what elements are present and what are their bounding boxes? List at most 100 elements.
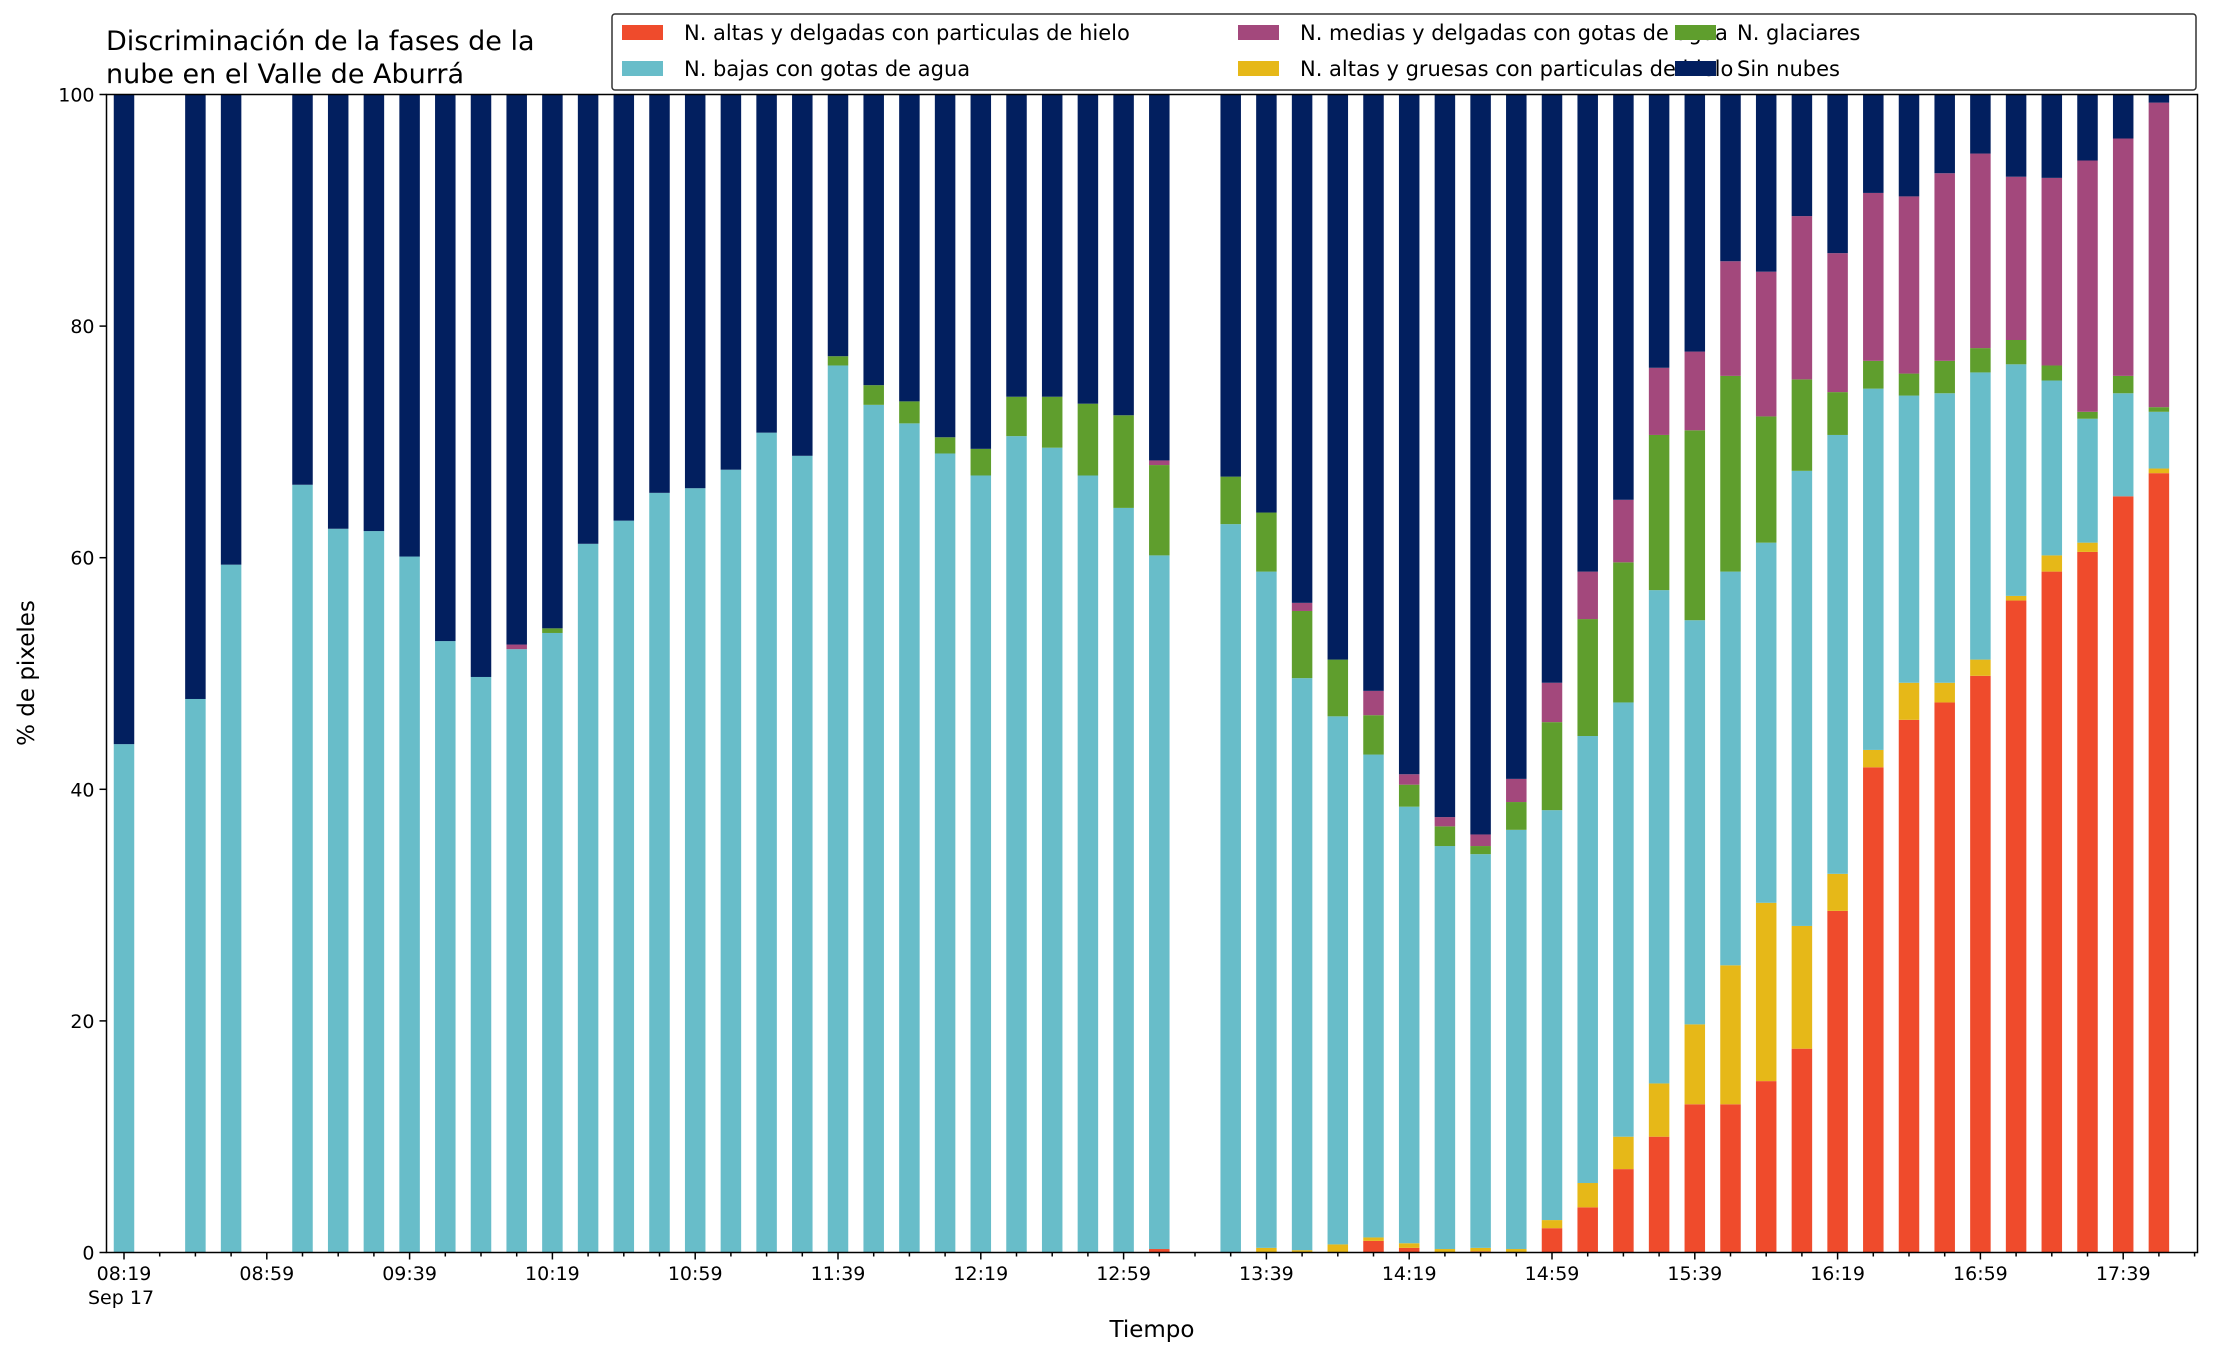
bar-segment (720, 94, 742, 470)
bar-segment (1720, 261, 1741, 376)
bar-segment (2005, 94, 2027, 177)
bar-segment (970, 448, 992, 476)
bar-segment (1934, 393, 1955, 683)
bar-segment (934, 437, 956, 454)
bar-segment (1577, 571, 1598, 620)
bar-segment (2041, 380, 2063, 556)
bar-segment (863, 404, 884, 1253)
legend-swatch (1238, 25, 1279, 40)
legend-swatch (622, 61, 663, 76)
bar-segment (649, 492, 670, 1253)
bar-segment (470, 94, 492, 677)
bar-segment (1791, 216, 1813, 380)
bar-segment (292, 484, 313, 1253)
bar-segment (1470, 854, 1491, 1248)
bar-segment (2148, 94, 2170, 103)
bar-segment (363, 531, 385, 1253)
bar-segment (327, 94, 349, 529)
bar-segment (1041, 396, 1063, 448)
bar-segment (1970, 675, 1991, 1253)
bar-segment (1648, 590, 1670, 1084)
bar-segment (2112, 496, 2134, 1253)
x-tick-label: 17:39 (2096, 1263, 2151, 1285)
bar-segment (1648, 367, 1670, 435)
bar-segment (2112, 94, 2134, 139)
bar-segment (1755, 542, 1777, 903)
bar-segment (1113, 507, 1134, 1253)
bar-segment (1541, 682, 1563, 723)
bar-segment (1934, 94, 1955, 174)
bar-segment (1327, 1244, 1349, 1253)
bar-segment (2041, 571, 2063, 1253)
bar-segment (1934, 173, 1955, 361)
bar-segment (1149, 94, 1170, 461)
bar-segment (684, 94, 706, 489)
bar-segment (934, 94, 956, 438)
y-tick-label: 80 (70, 316, 94, 338)
y-tick-label: 100 (58, 85, 94, 107)
bar-segment (220, 94, 242, 565)
bar-segment (435, 94, 456, 642)
bar-segment (1149, 460, 1170, 466)
bar-segment (1684, 1104, 1706, 1253)
bar-segment (1041, 447, 1063, 1253)
bar-segment (1291, 602, 1313, 611)
bar-segment (399, 94, 420, 557)
y-tick-label: 40 (70, 779, 94, 801)
bar-segment (2005, 600, 2027, 1253)
bar-segment (1434, 826, 1456, 847)
bar-segment (2112, 138, 2134, 376)
bar-segment (2005, 340, 2027, 365)
bar-segment (2041, 365, 2063, 381)
chart-title-line-1: Discriminación de la fases de la (106, 26, 535, 57)
bar-segment (1327, 94, 1349, 660)
bar-segment (899, 423, 920, 1253)
legend-entry-label: N. medias y delgadas con gotas de agua (1300, 21, 1728, 45)
legend-entry-label: Sin nubes (1737, 57, 1840, 81)
bar-segment (1720, 375, 1741, 572)
bar-segment (1970, 153, 1991, 349)
legend-entry-label: N. glaciares (1737, 21, 1860, 45)
legend-swatch (1238, 61, 1279, 76)
legend: N. altas y delgadas con particulas de hi… (611, 13, 2197, 91)
bar-segment (1470, 846, 1491, 855)
x-tick-label: 09:39 (382, 1263, 437, 1285)
bar-segment (2077, 542, 2098, 552)
bar-segment (1684, 1024, 1706, 1105)
bar-segment (1613, 562, 1634, 703)
bar-segment (113, 744, 135, 1253)
bar-segment (1470, 834, 1491, 847)
bar-segment (1755, 271, 1777, 417)
bar-segment (613, 520, 635, 1253)
bar-segment (506, 644, 527, 650)
bar-segment (2148, 102, 2170, 408)
bar-segment (1791, 1048, 1813, 1253)
x-tick-label: 08:59 (239, 1263, 294, 1285)
bar-segment (2041, 94, 2063, 178)
bar-segment (1470, 1247, 1491, 1252)
bar-segment (1648, 1136, 1670, 1253)
bar-segment (1291, 678, 1313, 1251)
x-tick-label: 16:59 (1953, 1263, 2008, 1285)
x-tick-label: 15:39 (1667, 1263, 1722, 1285)
bar-segment (1398, 774, 1420, 785)
bar-segment (1398, 1243, 1420, 1248)
bar-segment (1827, 873, 1848, 911)
bar-segment (1327, 659, 1349, 717)
x-tick-label: 08:19 (97, 1263, 152, 1285)
x-tick-label: 12:19 (953, 1263, 1008, 1285)
bar-segment (1648, 1083, 1670, 1137)
y-axis-label: % de pixeles (14, 600, 40, 746)
chart-title-line-2: nube en el Valle de Aburrá (106, 59, 464, 90)
bar-segment (1506, 778, 1527, 803)
bar-segment (1077, 403, 1099, 476)
bar-segment (1041, 94, 1063, 397)
y-tick-label: 0 (82, 1243, 94, 1265)
bar-segment (1863, 94, 1884, 193)
bar-segment (2112, 375, 2134, 394)
bar-segment (2077, 551, 2098, 1253)
bar-segment (1684, 94, 1706, 352)
bar-segment (1363, 754, 1384, 1238)
bar-segment (1149, 465, 1170, 556)
